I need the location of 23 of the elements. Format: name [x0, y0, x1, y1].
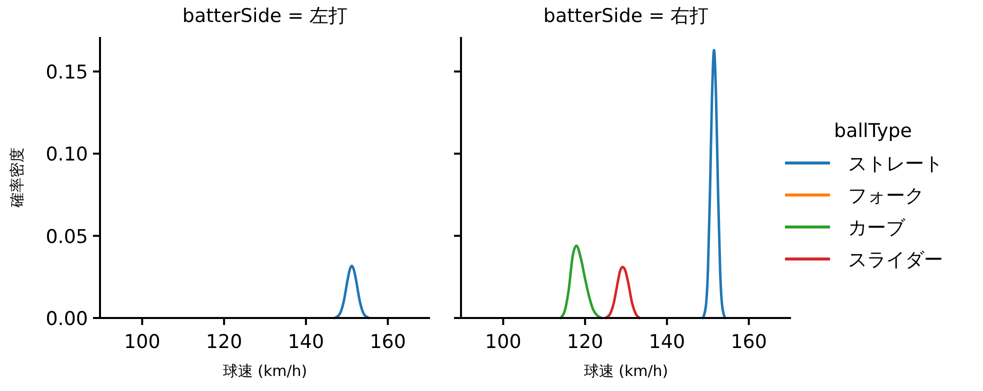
legend-title: ballType: [834, 120, 912, 142]
x-tick-label: 160: [370, 331, 406, 353]
y-tick-label: 0.10: [46, 144, 88, 166]
legend-label: フォーク: [848, 185, 924, 207]
x-tick-label: 100: [485, 331, 522, 353]
y-tick-label: 0.15: [46, 62, 88, 84]
chart-title: batterSide = 左打: [182, 5, 348, 27]
legend-label: カーブ: [848, 217, 906, 239]
y-axis-title: 確率密度: [8, 148, 26, 208]
x-axis-title: 球速 (km/h): [222, 362, 308, 380]
chart-title: batterSide = 右打: [543, 5, 709, 27]
x-tick-label: 160: [730, 331, 767, 353]
x-tick-label: 120: [206, 331, 242, 353]
x-tick-label: 140: [288, 331, 324, 353]
x-tick-label: 120: [566, 331, 604, 353]
legend-label: スライダー: [848, 249, 943, 271]
x-axis-title: 球速 (km/h): [584, 362, 668, 380]
y-tick-label: 0.00: [46, 308, 88, 330]
x-tick-label: 140: [648, 331, 686, 353]
line-series: [333, 264, 370, 320]
x-tick-label: 100: [124, 331, 160, 353]
y-tick-label: 0.05: [46, 226, 88, 248]
legend-label: ストレート: [848, 153, 943, 175]
